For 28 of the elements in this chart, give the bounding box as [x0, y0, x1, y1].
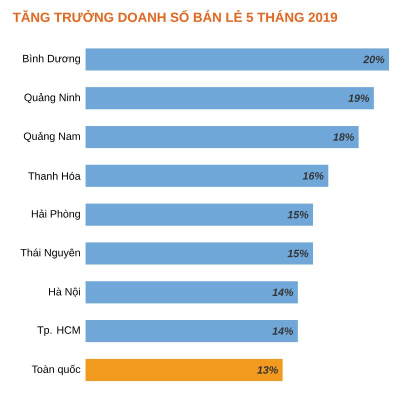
chart-title: TĂNG TRƯỞNG DOANH SỐ BÁN LẺ 5 THÁNG 2019 — [12, 10, 338, 22]
data-label: 20% — [363, 56, 384, 64]
bar — [85, 320, 298, 343]
y-tick-label: Tp. HCM — [37, 326, 80, 336]
y-tick-label: Quảng Ninh — [24, 93, 80, 104]
data-label: 18% — [333, 133, 354, 141]
data-label: 14% — [272, 288, 294, 296]
y-tick-label: Thanh Hóa — [28, 172, 81, 180]
bar — [85, 86, 374, 110]
bar — [85, 125, 360, 149]
bar — [85, 48, 390, 72]
y-tick-label: Thái Nguyên — [20, 248, 80, 259]
data-label: 15% — [288, 210, 308, 218]
bar — [85, 203, 314, 226]
data-label: 16% — [302, 172, 324, 180]
bar — [85, 164, 329, 188]
y-tick-label: Hải Phòng — [32, 210, 80, 220]
y-tick-label: Bình Dương — [23, 54, 80, 64]
data-label: 14% — [272, 327, 294, 335]
bar — [85, 358, 284, 382]
bar — [85, 242, 314, 266]
data-label: 15% — [288, 250, 308, 258]
y-tick-label: Quảng Nam — [24, 132, 80, 142]
y-tick-label: Hà Nội — [49, 288, 80, 298]
data-label: 19% — [348, 94, 370, 102]
y-tick-label: Toàn quốc — [32, 364, 80, 376]
bar — [85, 280, 298, 304]
data-label: 13% — [257, 366, 278, 374]
